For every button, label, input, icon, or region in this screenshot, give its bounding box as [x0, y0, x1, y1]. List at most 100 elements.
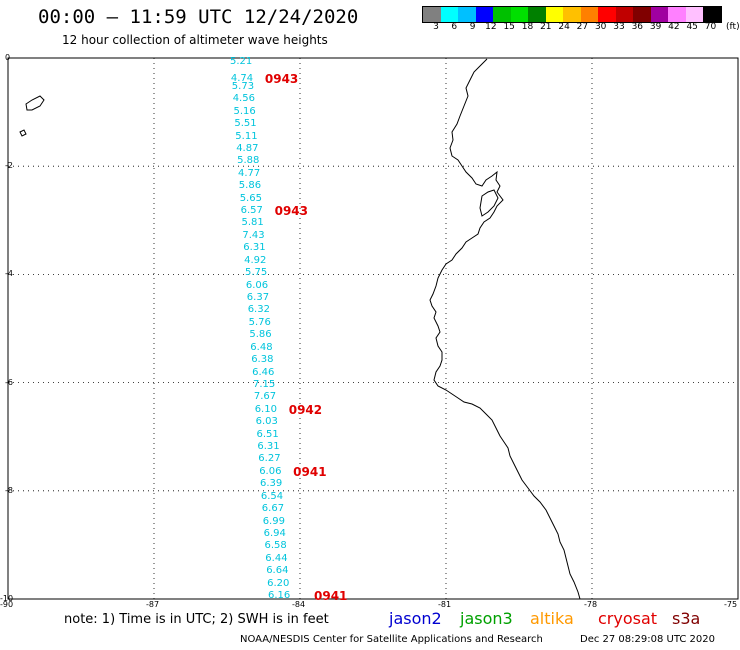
swh-value: 5.81 — [241, 217, 264, 229]
swh-value: 6.39 — [260, 478, 283, 490]
colorbar-label: 45 — [686, 22, 698, 32]
longitude-label: -81 — [438, 600, 452, 609]
colorbar-label: 21 — [540, 22, 552, 32]
coastline-galapagos-islet — [19, 129, 27, 137]
longitude-label: -78 — [584, 600, 598, 609]
swh-value: 6.46 — [252, 366, 275, 378]
latitude-label: -2 — [5, 161, 13, 171]
swh-value: 6.64 — [266, 565, 289, 577]
swh-value: 5.86 — [249, 329, 272, 341]
map-title: 00:00 – 11:59 UTC 12/24/2020 — [38, 6, 359, 28]
colorbar-label: 18 — [521, 22, 534, 32]
swh-value: 6.58 — [264, 540, 287, 552]
latitude-label: -8 — [5, 485, 13, 495]
swh-value: 4.77 — [238, 167, 261, 179]
credit-line: NOAA/NESDIS Center for Satellite Applica… — [240, 634, 543, 645]
colorbar-swatch — [475, 7, 493, 22]
colorbar-swatch — [458, 7, 476, 22]
swh-value: 5.86 — [238, 180, 262, 192]
swh-value: 4.56 — [232, 93, 255, 105]
satellite-legend-s3a: s3a — [672, 609, 701, 628]
swh-value: 6.06 — [259, 465, 282, 477]
swh-value: 5.73 — [231, 80, 255, 92]
colorbar-swatch — [493, 7, 511, 22]
swh-value: 4.92 — [244, 254, 267, 266]
colorbar-swatch — [668, 7, 686, 22]
swh-value: 6.10 — [254, 403, 277, 415]
colorbar-swatch — [528, 7, 546, 22]
swh-value: 5.21 — [230, 56, 253, 67]
colorbar-swatch — [615, 7, 633, 22]
latitude-label: -4 — [5, 269, 13, 279]
colorbar-label: 36 — [631, 22, 644, 32]
colorbar-swatch — [650, 7, 668, 22]
swh-value: 6.16 — [268, 590, 291, 601]
swh-value: 6.31 — [243, 242, 266, 254]
satellite-legend-cryosat: cryosat — [598, 609, 658, 628]
colorbar-label: 3 — [433, 22, 439, 32]
swh-value: 7.43 — [242, 229, 265, 241]
swh-value: 6.32 — [247, 304, 270, 316]
colorbar-swatch — [440, 7, 458, 22]
swh-value: 5.76 — [248, 316, 271, 328]
colorbar-labels: 3 6 9 12 15 18 21 24 27 30 33 36 39 42 45 70 (ft) — [422, 22, 740, 34]
coastline — [19, 58, 581, 600]
colorbar-label: 9 — [469, 22, 476, 32]
swh-value: 4.74 — [230, 73, 254, 85]
colorbar-label: 30 — [594, 22, 607, 32]
map-frame — [7, 57, 739, 600]
swh-value: 6.20 — [267, 577, 290, 589]
colorbar-label: 27 — [576, 22, 589, 32]
colorbar-label: 15 — [503, 22, 515, 32]
colorbar-swatch — [545, 7, 563, 22]
colorbar-label: 33 — [613, 22, 625, 32]
swh-value: 6.54 — [260, 490, 284, 502]
pass-time-label: 0943 — [264, 72, 299, 87]
satellite-legend-altika: altika — [530, 609, 574, 628]
coastline-mainland — [429, 58, 581, 600]
map-subtitle: 12 hour collection of altimeter wave hei… — [62, 33, 328, 47]
longitude-label: -84 — [292, 600, 306, 609]
generation-timestamp: Dec 27 08:29:08 UTC 2020 — [580, 634, 715, 645]
longitude-label: -90 — [0, 600, 14, 609]
pass-time-label: 0941 — [293, 464, 327, 479]
wave-height-colorbar — [422, 6, 722, 23]
swh-value: 6.99 — [262, 515, 285, 527]
longitude-label: -75 — [724, 600, 738, 609]
pass-time-label: 0943 — [274, 204, 308, 219]
colorbar-swatch — [703, 7, 721, 22]
swh-value: 6.38 — [251, 354, 274, 365]
swh-value: 6.37 — [246, 292, 270, 303]
pass-time-label: 0942 — [288, 402, 323, 417]
satellite-legend-jason3: jason3 — [460, 609, 513, 628]
swh-value: 6.31 — [257, 441, 280, 452]
swh-value: 7.67 — [253, 391, 277, 403]
swh-value: 7.15 — [253, 378, 276, 390]
latitude-label: -10 — [0, 594, 14, 603]
swh-value: 6.06 — [245, 279, 269, 291]
latitude-label: 0 — [5, 53, 11, 62]
swh-value: 5.75 — [245, 267, 268, 279]
swh-value: 6.48 — [250, 341, 273, 353]
colorbar-swatch — [685, 7, 703, 22]
satellite-legend-jason2: jason2 — [389, 609, 442, 628]
swh-value: 6.94 — [263, 527, 286, 539]
colorbar-label: 24 — [558, 22, 570, 32]
swh-value: 5.16 — [233, 105, 256, 117]
colorbar-label: 6 — [451, 22, 458, 32]
coastline-galapagos-island — [25, 95, 45, 111]
swh-value: 5.88 — [237, 155, 260, 167]
swh-value: 5.11 — [235, 130, 258, 142]
colorbar-label: 42 — [668, 22, 680, 32]
longitude-label: -87 — [146, 600, 160, 609]
swh-value: 4.87 — [236, 142, 259, 154]
colorbar-swatch — [563, 7, 581, 22]
footer-note: note: 1) Time is in UTC; 2) SWH is in fe… — [64, 612, 329, 627]
colorbar-label: 39 — [649, 22, 662, 32]
swh-value: 6.44 — [265, 552, 288, 564]
latitude-label: -6 — [5, 377, 13, 387]
colorbar-label: 70 — [704, 22, 717, 32]
swh-value: 6.67 — [261, 503, 285, 515]
colorbar-label: (ft) — [726, 22, 740, 32]
